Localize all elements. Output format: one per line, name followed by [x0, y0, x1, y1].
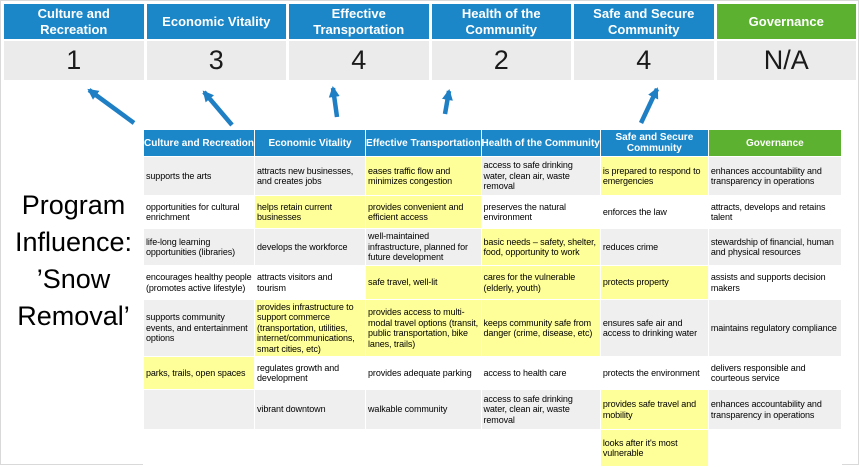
matrix-cell [708, 430, 841, 467]
matrix-cell [144, 430, 255, 467]
matrix-row: opportunities for cultural enrichment hel… [144, 196, 841, 228]
matrix-cell-highlighted: provides access to multi-modal travel op… [366, 300, 481, 357]
matrix-cell-highlighted: basic needs – safety, shelter, food, opp… [481, 229, 600, 265]
matrix-cell-highlighted: cares for the vulnerable (elderly, youth… [481, 266, 600, 299]
matrix-cell: enforces the law [600, 196, 708, 228]
matrix-cell [481, 430, 600, 467]
scoreboard: Culture and Recreation Economic Vitality… [4, 4, 856, 80]
matrix-cell: attracts visitors and tourism [255, 266, 366, 299]
score-effective-transportation: 4 [289, 41, 429, 80]
matrix-cell: opportunities for cultural enrichment [144, 196, 255, 228]
matrix-header-governance: Governance [708, 130, 841, 156]
matrix-cell: walkable community [366, 390, 481, 430]
scoreboard-header-safe-and-secure-community: Safe and Secure Community [574, 4, 714, 39]
matrix-row: looks after it's most vulnerable [144, 430, 841, 467]
matrix-cell: access to safe drinking water, clean air… [481, 390, 600, 430]
scoreboard-header-economic-vitality: Economic Vitality [146, 4, 286, 39]
matrix-cell: enhances accountability and transparency… [708, 390, 841, 430]
title-line: Removal’ [17, 301, 130, 331]
matrix-header-row: Culture and Recreation Economic Vitality… [144, 130, 841, 156]
matrix-cell: well-maintained infrastructure, planned … [366, 229, 481, 265]
matrix-cell: ensures safe air and access to drinking … [600, 300, 708, 357]
matrix-header-culture-and-recreation: Culture and Recreation [144, 130, 255, 156]
matrix-cell: access to health care [481, 357, 600, 390]
matrix-cell-highlighted: provides convenient and efficient access [366, 196, 481, 228]
matrix-cell: vibrant downtown [255, 390, 366, 430]
matrix-cell [144, 390, 255, 430]
title-line: ’Snow [36, 264, 111, 294]
score-health-of-the-community: 2 [431, 41, 571, 80]
influence-matrix: Culture and Recreation Economic Vitality… [143, 129, 842, 467]
matrix-cell-highlighted: looks after it's most vulnerable [600, 430, 708, 467]
matrix-cell: protects the environment [600, 357, 708, 390]
program-influence-title: Program Influence: ’Snow Removal’ [1, 187, 146, 335]
matrix-cell: encourages healthy people (promotes acti… [144, 266, 255, 299]
matrix-cell-highlighted: provides infrastructure to support comme… [255, 300, 366, 357]
score-governance: N/A [716, 41, 856, 80]
matrix-header-economic-vitality: Economic Vitality [255, 130, 366, 156]
matrix-cell-highlighted: provides safe travel and mobility [600, 390, 708, 430]
matrix-cell: provides adequate parking [366, 357, 481, 390]
influence-arrow-health-of-the-community [442, 89, 453, 115]
scoreboard-header-governance: Governance [716, 4, 856, 39]
matrix-cell: enhances accountability and transparency… [708, 157, 841, 195]
matrix-cell: regulates growth and development [255, 357, 366, 390]
matrix-cell-highlighted: helps retain current businesses [255, 196, 366, 228]
matrix-cell-highlighted: is prepared to respond to emergencies [600, 157, 708, 195]
scoreboard-header-health-of-the-community: Health of the Community [431, 4, 571, 39]
matrix-header-effective-transportation: Effective Transportation [366, 130, 481, 156]
matrix-row: supports the arts attracts new businesses… [144, 157, 841, 195]
matrix-cell: maintains regulatory compliance [708, 300, 841, 357]
matrix-cell-highlighted: eases traffic flow and minimizes congest… [366, 157, 481, 195]
matrix-cell-highlighted: safe travel, well-lit [366, 266, 481, 299]
matrix-cell-highlighted: keeps community safe from danger (crime,… [481, 300, 600, 357]
title-line: Influence: [14, 227, 133, 257]
matrix-cell-highlighted: parks, trails, open spaces [144, 357, 255, 390]
matrix-cell: access to safe drinking water, clean air… [481, 157, 600, 195]
title-line: Program [21, 190, 126, 220]
matrix-cell: preserves the natural environment [481, 196, 600, 228]
scoreboard-header-effective-transportation: Effective Transportation [289, 4, 429, 39]
score-economic-vitality: 3 [146, 41, 286, 80]
influence-arrow-culture-and-recreation [87, 88, 136, 125]
matrix-cell: develops the workforce [255, 229, 366, 265]
matrix-cell: supports community events, and entertain… [144, 300, 255, 357]
matrix-cell: reduces crime [600, 229, 708, 265]
influence-arrow-safe-and-secure-community [638, 87, 660, 124]
score-safe-and-secure-community: 4 [574, 41, 714, 80]
influence-arrow-effective-transportation [328, 86, 340, 118]
matrix-header-health-of-the-community: Health of the Community [481, 130, 600, 156]
matrix-cell: life-long learning opportunities (librar… [144, 229, 255, 265]
matrix-cell: stewardship of financial, human and phys… [708, 229, 841, 265]
matrix-row: encourages healthy people (promotes acti… [144, 266, 841, 299]
scoreboard-header-culture-and-recreation: Culture and Recreation [4, 4, 144, 39]
influence-arrow-economic-vitality [202, 90, 234, 127]
matrix-header-safe-and-secure-community: Safe and Secure Community [600, 130, 708, 156]
matrix-row: parks, trails, open spaces regulates grow… [144, 357, 841, 390]
matrix-row: life-long learning opportunities (librar… [144, 229, 841, 265]
matrix-cell: delivers responsible and courteous servi… [708, 357, 841, 390]
matrix-cell: attracts new businesses, and creates job… [255, 157, 366, 195]
matrix-row: supports community events, and entertain… [144, 300, 841, 357]
matrix-cell-highlighted: protects property [600, 266, 708, 299]
score-culture-and-recreation: 1 [4, 41, 144, 80]
matrix-cell: attracts, develops and retains talent [708, 196, 841, 228]
matrix-cell: assists and supports decision makers [708, 266, 841, 299]
matrix-cell [255, 430, 366, 467]
matrix-cell [366, 430, 481, 467]
matrix-row: vibrant downtown walkable community access… [144, 390, 841, 430]
matrix-cell: supports the arts [144, 157, 255, 195]
